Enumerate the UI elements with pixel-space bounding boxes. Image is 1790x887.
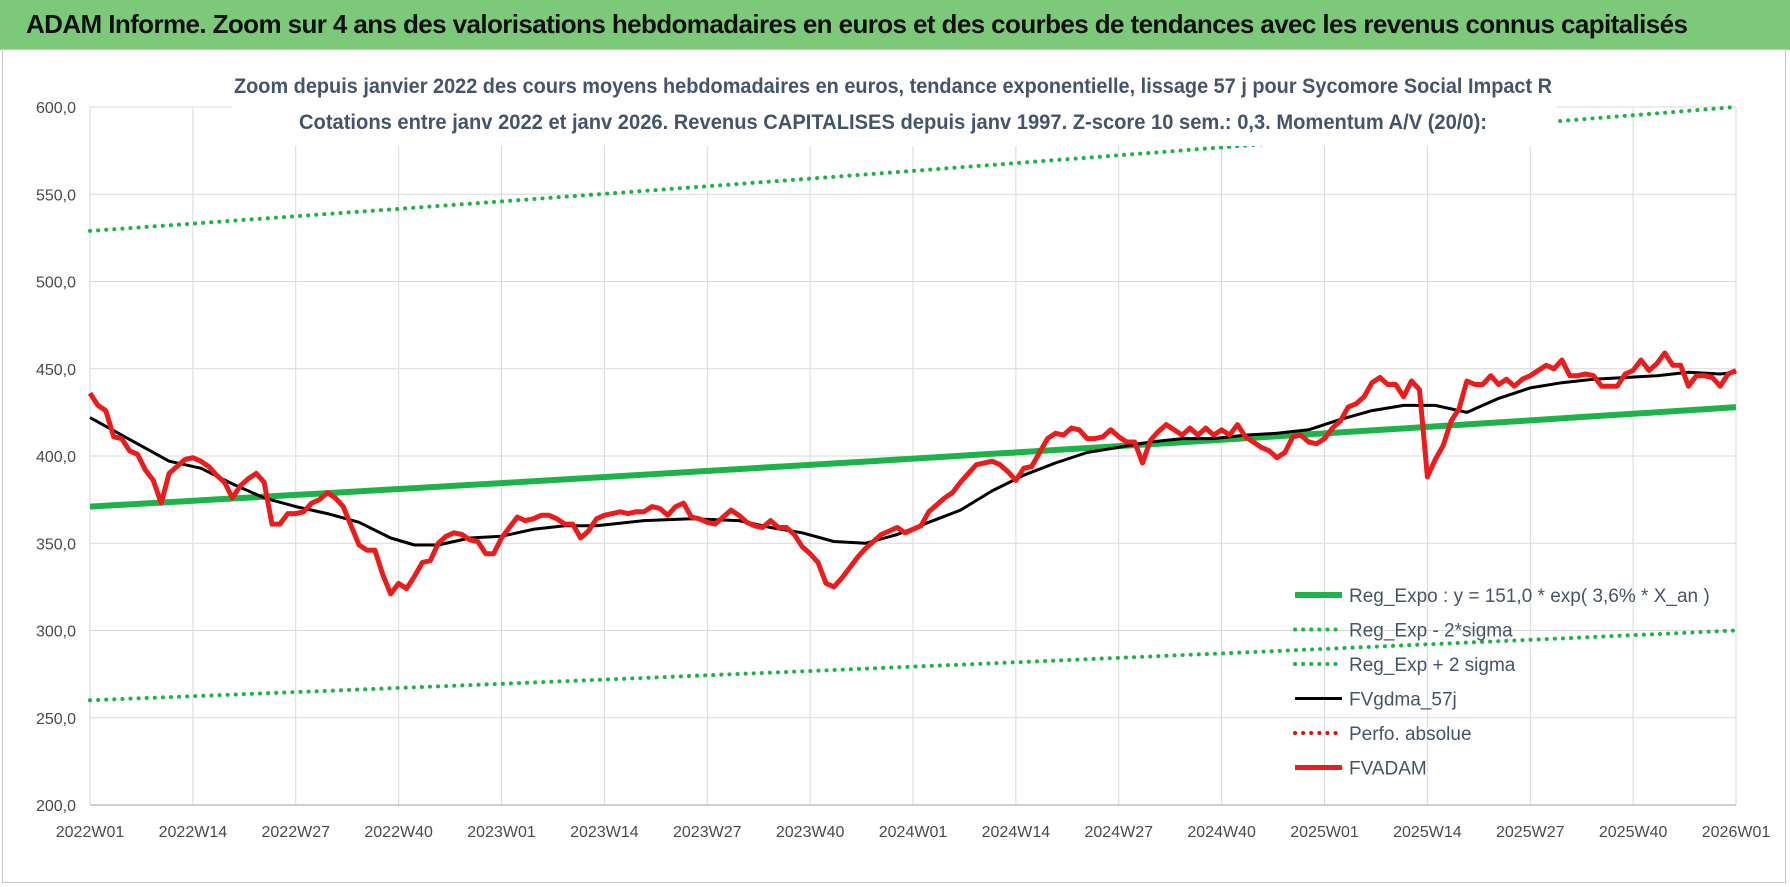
- series-line-reg-exp-minus-2sigma: [88, 628, 1738, 703]
- x-tick-label: 2023W01: [467, 824, 536, 841]
- x-tick-label: 2023W40: [776, 824, 845, 841]
- x-tick-label: 2024W27: [1085, 824, 1154, 841]
- y-tick-label: 550,0: [36, 187, 76, 204]
- x-tick-label: 2024W14: [982, 824, 1051, 841]
- x-tick-label: 2024W01: [879, 824, 948, 841]
- series-line-reg-expo: [89, 404, 1737, 510]
- legend-label-reg-exp-minus-2sigma: Reg_Exp - 2*sigma: [1349, 621, 1513, 642]
- legend-label-perfo-absolue: Perfo. absolue: [1349, 724, 1472, 745]
- x-axis-ticks: 2022W01 2022W14 2022W27 2022W40 2023W01 2023W…: [56, 824, 1771, 841]
- y-tick-label: 250,0: [36, 711, 76, 728]
- x-tick-label: 2022W27: [262, 824, 331, 841]
- legend-label-fvadam: FVADAM: [1349, 759, 1427, 780]
- chart-title-box: Zoom depuis janvier 2022 des cours moyen…: [232, 66, 1557, 146]
- chart-title-line-2: Cotations entre janv 2022 et janv 2026. …: [299, 111, 1487, 134]
- y-tick-label: 500,0: [36, 275, 76, 292]
- legend-label-reg-exp-plus-2sigma: Reg_Exp + 2 sigma: [1349, 655, 1516, 676]
- series-line-fvgdma-57j: [89, 370, 1737, 547]
- legend-label-reg-expo: Reg_Expo : y = 151,0 * exp( 3,6% * X_an …: [1349, 586, 1710, 607]
- x-tick-label: 2026W01: [1702, 824, 1771, 841]
- x-tick-label: 2025W40: [1599, 824, 1668, 841]
- x-tick-label: 2024W40: [1187, 824, 1256, 841]
- y-tick-label: 350,0: [36, 536, 76, 553]
- x-tick-label: 2023W27: [673, 824, 742, 841]
- grid: [89, 106, 1737, 806]
- x-tick-label: 2025W01: [1290, 824, 1359, 841]
- x-tick-label: 2025W14: [1393, 824, 1462, 841]
- y-tick-label: 600,0: [36, 100, 76, 117]
- series-line-fvadam: [87, 350, 1738, 597]
- y-tick-label: 400,0: [36, 449, 76, 466]
- y-tick-label: 450,0: [36, 362, 76, 379]
- y-axis-ticks: 200,0 250,0 300,0 350,0 400,0 450,0 500,0 550,0…: [36, 100, 76, 815]
- x-tick-label: 2022W14: [159, 824, 228, 841]
- x-tick-label: 2022W40: [364, 824, 433, 841]
- banner-title: ADAM Informe. Zoom sur 4 ans des valoris…: [26, 9, 1688, 39]
- chart-title-line-1: Zoom depuis janvier 2022 des cours moyen…: [234, 75, 1552, 98]
- x-tick-label: 2025W27: [1496, 824, 1565, 841]
- legend: Reg_Expo : y = 151,0 * exp( 3,6% * X_an …: [1293, 586, 1710, 780]
- legend-label-fvgdma-57j: FVgdma_57j: [1349, 690, 1457, 711]
- x-tick-label: 2023W14: [570, 824, 639, 841]
- y-tick-label: 200,0: [36, 798, 76, 815]
- header-banner: ADAM Informe. Zoom sur 4 ans des valoris…: [0, 0, 1790, 50]
- y-tick-label: 300,0: [36, 624, 76, 641]
- chart-frame: [2, 49, 1786, 883]
- x-tick-label: 2022W01: [56, 824, 125, 841]
- chart-title-background: [232, 66, 1557, 146]
